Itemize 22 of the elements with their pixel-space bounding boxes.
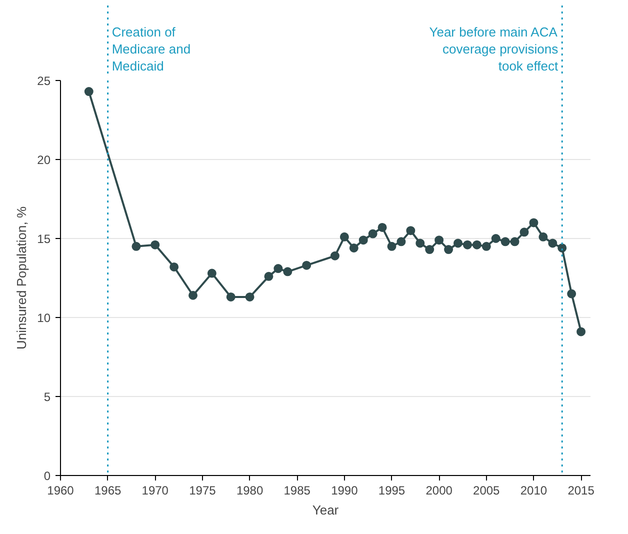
- ref-line-label: Year before main ACA coverage provisions took effect: [429, 24, 559, 74]
- x-tick-label: 2015: [568, 484, 595, 498]
- x-tick-label: 1975: [189, 484, 216, 498]
- x-tick-label: 2000: [426, 484, 453, 498]
- y-tick-label: 0: [44, 469, 51, 483]
- y-tick-label: 15: [37, 232, 51, 246]
- x-axis-title: Year: [312, 502, 340, 518]
- y-axis-title: Uninsured Population, %: [14, 206, 30, 350]
- x-tick-label: 2005: [473, 484, 500, 498]
- x-tick-label: 1960: [47, 484, 74, 498]
- x-tick-label: 1980: [236, 484, 264, 498]
- ref-line-label: Creation of Medicare and Medicaid: [112, 24, 191, 74]
- x-tick-label: 1990: [331, 484, 358, 498]
- y-tick-label: 20: [37, 153, 51, 167]
- y-tick-label: 10: [37, 311, 51, 325]
- x-tick-label: 1995: [378, 484, 406, 498]
- x-tick-label: 1985: [284, 484, 311, 498]
- x-tick-label: 2010: [520, 484, 548, 498]
- y-tick-label: 25: [37, 74, 51, 88]
- y-tick-label: 5: [44, 390, 51, 404]
- x-tick-label: 1970: [142, 484, 169, 498]
- x-tick-label: 1965: [94, 484, 122, 498]
